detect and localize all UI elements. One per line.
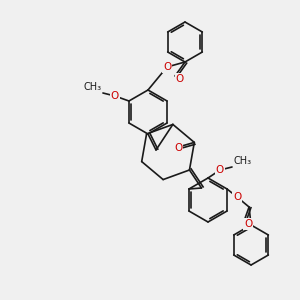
Text: O: O — [216, 165, 224, 175]
Text: CH₃: CH₃ — [84, 82, 102, 92]
Text: O: O — [111, 91, 119, 101]
Text: O: O — [174, 143, 182, 153]
Text: CH₃: CH₃ — [233, 156, 251, 166]
Text: O: O — [163, 62, 171, 72]
Text: O: O — [233, 192, 241, 202]
Text: O: O — [244, 219, 252, 229]
Text: O: O — [176, 74, 184, 84]
